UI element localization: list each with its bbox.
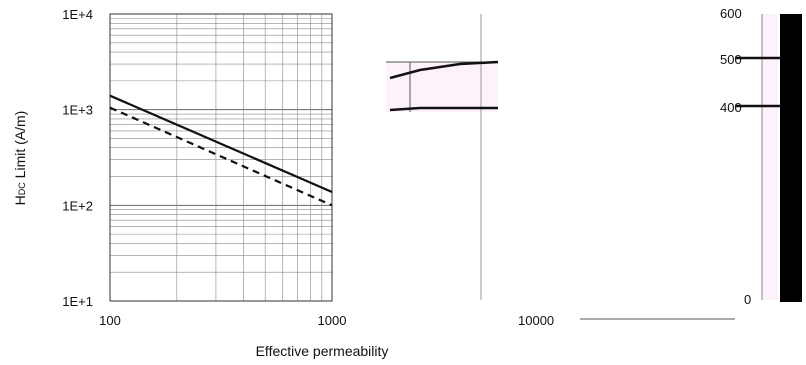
x-tick-labels: 100 1000 [99,313,346,328]
y-tick-label: 1E+2 [62,198,93,213]
pink-panel-right [762,14,778,300]
series-line-dashed [109,106,333,207]
x-tick-label: 100 [99,313,121,328]
plot-area: 1E+1 1E+2 1E+3 1E+4 100 1000 [62,7,346,328]
y-axis-title-main: H [12,195,28,205]
y-axis-title: HDC Limit (A/m) [12,111,28,206]
right-tick-500: 500 [720,52,742,67]
artifact-curve-upper [389,60,499,80]
y-tick-label: 1E+4 [62,7,93,22]
y-tick-labels: 1E+1 1E+2 1E+3 1E+4 [62,7,93,309]
right-tick-600: 600 [720,6,742,21]
x-fragment-10000: 10000 [518,313,554,328]
y-tick-label: 1E+1 [62,294,93,309]
overlap-artifacts: 600 500 400 0 10000 [386,6,802,328]
series [109,94,333,207]
pink-panel-center [386,62,498,112]
x-tick-label: 1000 [318,313,347,328]
plot-frame [109,13,333,302]
y-axis-title-sub: DC [17,182,27,195]
y-tick-label: 1E+3 [62,103,93,118]
series-line-solid [109,94,333,193]
artifact-curve-lower [389,106,498,112]
x-axis-title: Effective permeability [256,343,389,359]
y-axis-title-rest: Limit (A/m) [12,111,28,183]
right-tick-0: 0 [744,292,751,307]
dark-bar-right [780,14,802,302]
right-tick-400: 400 [720,100,742,115]
